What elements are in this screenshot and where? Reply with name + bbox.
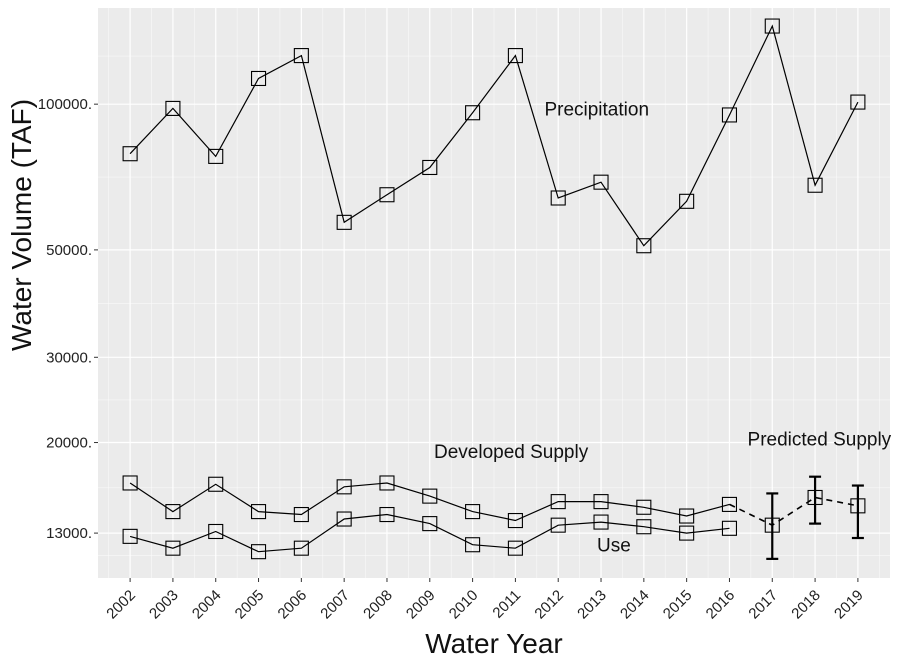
data-point-predicted_supply — [850, 498, 866, 514]
y-axis-title: Water Volume (TAF) — [6, 99, 37, 351]
data-point-developed_supply — [593, 494, 609, 510]
data-point-developed_supply — [679, 508, 695, 524]
data-point-developed_supply — [336, 479, 352, 495]
data-point-use — [636, 519, 652, 535]
data-point-use — [336, 511, 352, 527]
data-point-precipitation — [465, 105, 481, 121]
series-precipitation — [122, 18, 866, 254]
data-point-developed_supply — [379, 475, 395, 491]
data-point-precipitation — [721, 107, 738, 123]
data-point-precipitation — [850, 94, 866, 110]
data-point-developed_supply — [465, 504, 481, 520]
data-point-use — [550, 517, 566, 533]
series-line-use — [129, 513, 730, 553]
annotations: Precipitation Developed Supply Use Predicte… — [434, 99, 892, 556]
series-predicted_supply — [729, 475, 866, 560]
series-line-developed_supply — [129, 482, 730, 522]
y-tick-label: 50000. — [46, 242, 92, 259]
grid — [98, 8, 890, 578]
data-point-precipitation — [208, 148, 224, 164]
data-point-precipitation — [507, 48, 523, 64]
data-point-developed_supply — [636, 499, 652, 515]
data-point-predicted_supply — [807, 489, 823, 506]
y-tick-label: 20000. — [46, 435, 92, 452]
data-point-precipitation — [550, 190, 566, 206]
annotation-predicted_supply: Predicted Supply — [748, 429, 892, 450]
data-point-developed_supply — [122, 475, 138, 491]
x-axis-title: Water Year — [425, 628, 562, 659]
annotation-use: Use — [597, 536, 631, 557]
data-point-precipitation — [336, 214, 352, 230]
y-tick-label: 13000. — [46, 525, 92, 542]
data-point-precipitation — [122, 146, 138, 162]
data-point-precipitation — [593, 174, 609, 190]
series-line-predicted_supply — [729, 496, 859, 527]
y-tick-label: 30000. — [46, 349, 92, 366]
data-point-use — [507, 540, 523, 556]
data-point-developed_supply — [721, 496, 738, 512]
series-use — [122, 506, 738, 560]
data-point-developed_supply — [293, 506, 309, 523]
data-point-developed_supply — [550, 494, 566, 510]
data-point-precipitation — [636, 238, 652, 254]
data-point-precipitation — [422, 159, 438, 176]
y-tick-label: 100000. — [38, 96, 92, 113]
data-point-use — [293, 540, 309, 556]
data-point-developed_supply — [165, 504, 181, 520]
data-point-precipitation — [165, 100, 181, 116]
data-point-use — [721, 520, 738, 536]
data-point-use — [593, 514, 609, 530]
series-layer — [122, 18, 866, 560]
data-point-use — [208, 523, 224, 540]
data-point-use — [165, 540, 181, 556]
series-line-precipitation — [129, 24, 859, 247]
data-point-developed_supply — [208, 476, 224, 492]
data-point-use — [379, 506, 395, 523]
annotation-precipitation: Precipitation — [544, 99, 649, 120]
annotation-developed_supply: Developed Supply — [434, 442, 589, 463]
data-point-use — [122, 528, 138, 544]
data-point-predicted_supply — [764, 517, 780, 533]
data-point-developed_supply — [507, 512, 523, 529]
data-point-precipitation — [250, 70, 267, 87]
data-point-developed_supply — [250, 504, 267, 520]
data-point-precipitation — [679, 193, 695, 209]
data-point-use — [250, 544, 267, 560]
data-point-precipitation — [379, 187, 395, 203]
data-point-use — [679, 525, 695, 541]
data-point-precipitation — [764, 18, 780, 34]
data-point-precipitation — [293, 48, 309, 64]
data-point-precipitation — [807, 177, 823, 193]
data-point-use — [422, 516, 438, 532]
data-point-developed_supply — [422, 488, 438, 504]
data-point-use — [465, 537, 481, 553]
series-developed_supply — [122, 475, 738, 529]
